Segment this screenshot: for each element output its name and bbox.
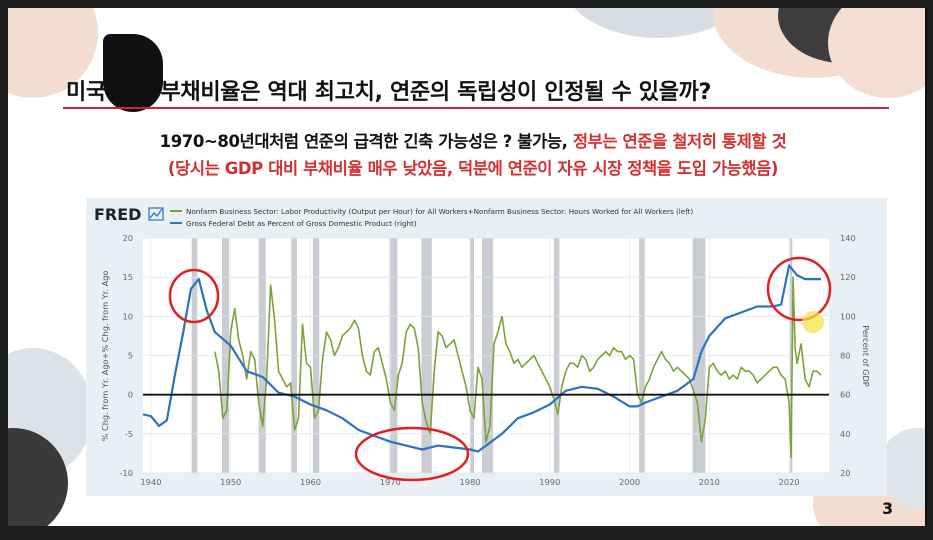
y-right-tick-label: 20 <box>840 468 851 478</box>
slide: 미국 정부 부채비율은 역대 최고치, 연준의 독립성이 인정될 수 있을까? … <box>8 8 927 526</box>
legend-label-debt: Gross Federal Debt as Percent of Gross D… <box>186 219 417 228</box>
y-right-tick-label: 120 <box>840 272 856 282</box>
subtitle-black-text: 1970~80년대처럼 연준의 급격한 긴축 가능성은 ? 불가능, <box>159 132 573 151</box>
y-left-tick-label: -10 <box>119 468 133 478</box>
y-right-tick-label: 140 <box>840 233 856 243</box>
x-tick-label: 1970 <box>380 477 401 487</box>
y-left-tick-label: 15 <box>122 272 133 282</box>
subtitle-line-2: (당시는 GDP 대비 부채비율 매우 낮았음, 덕분에 연준이 자유 시장 정… <box>167 159 779 178</box>
axis-ticks: 20 15 10 5 0 -5 -10 140 120 100 80 60 40 20 1940 1950 19… <box>119 233 855 487</box>
y-left-tick-label: 20 <box>122 233 133 243</box>
slide-title: 미국 정부 부채비율은 역대 최고치, 연준의 독립성이 인정될 수 있을까? <box>66 80 712 105</box>
x-tick-label: 2000 <box>619 477 640 487</box>
x-tick-label: 1980 <box>459 477 480 487</box>
y-axis-label-right: Percent of GDP <box>861 325 871 387</box>
fred-logo: FRED <box>94 205 141 224</box>
y-axis-label-left: % Chg. from Yr. Ago+% Chg. from Yr. Ago <box>100 271 110 442</box>
series-line-productivity <box>214 276 822 459</box>
y-right-tick-label: 60 <box>840 390 851 400</box>
y-left-tick-label: 5 <box>128 351 133 361</box>
y-left-tick-label: 0 <box>128 390 133 400</box>
annotation-circle-1945-peak <box>168 268 220 324</box>
annotation-circle-1970s-trough <box>354 426 470 482</box>
chart-svg: FRED Nonfarm Business Sector: Labor Prod… <box>94 205 871 487</box>
decor-shape-black <box>103 34 163 112</box>
series-lines <box>142 264 829 459</box>
subtitle-red-text: 정부는 연준을 철저히 통제할 것 <box>572 132 787 151</box>
x-tick-label: 1940 <box>140 477 161 487</box>
y-left-tick-label: -5 <box>125 429 133 439</box>
x-tick-label: 1990 <box>539 477 560 487</box>
subtitle-line-1: 1970~80년대처럼 연준의 급격한 긴축 가능성은 ? 불가능, 정부는 연… <box>8 128 925 152</box>
page-number: 3 <box>882 499 894 518</box>
legend-label-productivity: Nonfarm Business Sector: Labor Productiv… <box>186 207 693 216</box>
title-underline <box>63 107 889 109</box>
x-tick-label: 1950 <box>220 477 241 487</box>
y-right-tick-label: 80 <box>840 351 851 361</box>
series-line-debt <box>142 264 821 453</box>
x-tick-label: 2020 <box>779 477 800 487</box>
fred-chart: FRED Nonfarm Business Sector: Labor Prod… <box>86 198 887 496</box>
x-tick-label: 2010 <box>699 477 720 487</box>
annotation-circle-2020-peak <box>766 256 832 322</box>
y-right-tick-label: 40 <box>840 429 851 439</box>
fred-logo-mark <box>148 207 164 221</box>
x-tick-label: 1960 <box>300 477 321 487</box>
highlight-dot <box>802 311 824 333</box>
y-left-tick-label: 10 <box>122 311 133 321</box>
y-right-tick-label: 100 <box>840 311 856 321</box>
